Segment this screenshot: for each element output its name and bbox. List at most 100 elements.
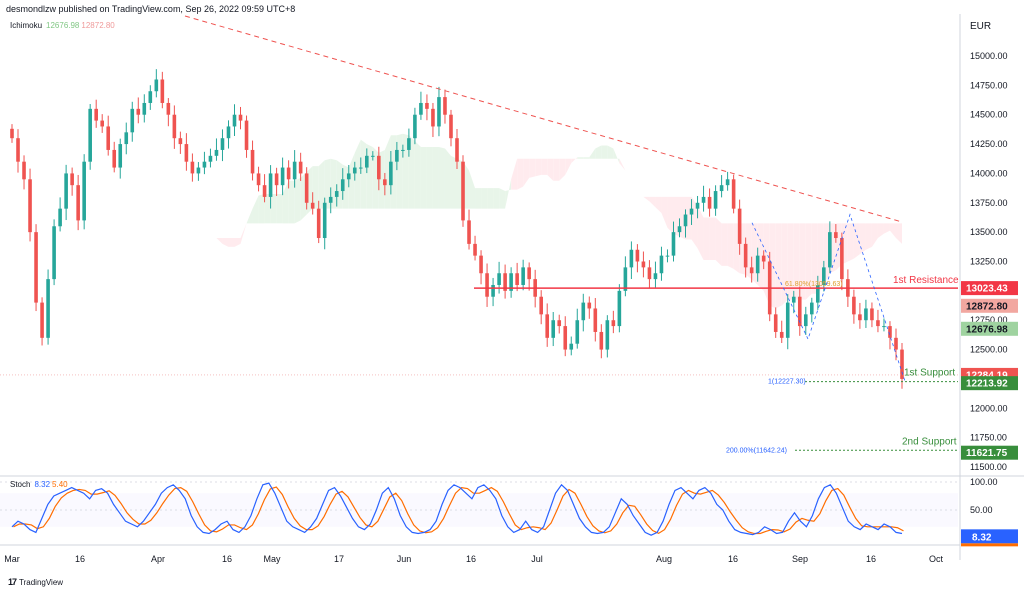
- candle-body: [545, 314, 550, 338]
- ichimoku-cloud-segment: [757, 223, 764, 291]
- ichimoku-cloud-segment: [240, 223, 247, 244]
- ichimoku-cloud-segment: [408, 135, 415, 209]
- y-tick-label: 11750.00: [970, 433, 1007, 443]
- candle-body: [900, 349, 904, 379]
- ichimoku-cloud-segment: [354, 139, 361, 209]
- ichimoku-legend[interactable]: Ichimoku 12676.98 12872.80: [10, 21, 115, 30]
- price-tag: [961, 321, 1018, 336]
- candle-body: [407, 138, 411, 150]
- candle-body: [262, 185, 267, 197]
- tradingview-brand[interactable]: 17 TradingView: [8, 577, 63, 587]
- ichimoku-cloud-segment: [384, 135, 391, 209]
- candle-body: [10, 128, 14, 139]
- candle-body: [587, 302, 592, 309]
- candle-body: [172, 114, 177, 139]
- candle-body: [196, 167, 201, 174]
- ichimoku-cloud-segment: [505, 179, 512, 209]
- ichimoku-cloud-segment: [787, 223, 794, 300]
- price-tag-label: 13023.43: [966, 284, 1008, 295]
- candle-body: [166, 102, 171, 115]
- ichimoku-cloud-segment: [535, 158, 542, 177]
- candle-body: [160, 79, 165, 103]
- stoch-legend[interactable]: Stoch 8.32 5.40: [10, 480, 68, 489]
- support-2-label: 2nd Support: [902, 436, 957, 447]
- ichimoku-cloud-segment: [414, 141, 421, 209]
- candle-body: [443, 97, 447, 115]
- y-tick-label: 12500.00: [970, 345, 1008, 355]
- x-tick-label: Mar: [4, 554, 20, 564]
- ichimoku-cloud-segment: [583, 157, 590, 159]
- candle-body: [539, 296, 543, 315]
- ichimoku-cloud-segment: [270, 193, 277, 224]
- candle-body: [882, 326, 886, 328]
- candle-body: [124, 132, 129, 145]
- candle-body: [515, 273, 519, 285]
- candle-body: [816, 284, 820, 303]
- y-tick-label: 11500.00: [970, 462, 1007, 472]
- candle-body: [358, 167, 363, 169]
- candle-body: [340, 179, 345, 192]
- ichimoku-cloud-segment: [192, 220, 199, 239]
- ichimoku-cloud-segment: [444, 148, 451, 209]
- ichimoku-cloud-segment: [613, 148, 620, 164]
- candle-body: [461, 161, 465, 221]
- candle-body: [274, 173, 279, 186]
- candle-body: [298, 161, 303, 174]
- candle-body: [677, 226, 682, 233]
- ichimoku-cloud-segment: [559, 158, 566, 181]
- candle-body: [671, 232, 676, 256]
- ichimoku-cloud-segment: [865, 223, 872, 250]
- fib-200-label: 200.00%(11642.24): [726, 447, 787, 454]
- ichimoku-cloud-segment: [607, 145, 614, 159]
- candle-body: [401, 149, 405, 151]
- x-tick-label: Oct: [929, 554, 944, 564]
- ichimoku-cloud-segment: [420, 147, 427, 209]
- descending-trendline: [184, 15, 903, 223]
- ichimoku-cloud-segment: [186, 185, 193, 221]
- y-tick-label: 14250.00: [970, 139, 1008, 149]
- ichimoku-cloud-segment: [721, 223, 728, 266]
- candle-body: [328, 196, 333, 203]
- candle-body: [773, 314, 778, 332]
- candle-body: [743, 243, 748, 268]
- candle-body: [130, 108, 135, 133]
- candle-body: [316, 208, 321, 239]
- price-tag: [961, 298, 1018, 313]
- candle-body: [214, 149, 219, 156]
- ichimoku-cloud-segment: [469, 170, 476, 209]
- ichimoku-cloud-segment: [553, 158, 560, 181]
- y-tick-label: 14500.00: [970, 110, 1008, 120]
- candle-body: [377, 155, 381, 180]
- candle-body: [852, 296, 856, 315]
- ichimoku-cloud-segment: [805, 223, 812, 300]
- ichimoku-cloud-segment: [216, 238, 223, 244]
- ichimoku-cloud-segment: [523, 158, 530, 187]
- candle-body: [707, 196, 712, 209]
- candle-body: [292, 161, 297, 180]
- ichimoku-cloud-segment: [475, 188, 482, 209]
- ichimoku-cloud-segment: [252, 195, 259, 224]
- candle-body: [509, 273, 513, 291]
- stoch-d-tag: [961, 543, 1018, 547]
- indicator-name: Ichimoku: [10, 21, 43, 30]
- ichimoku-cloud-segment: [883, 223, 890, 234]
- price-tag-label: 12213.92: [966, 379, 1008, 390]
- stoch-d-value: 5.40: [52, 480, 68, 489]
- ichimoku-cloud-segment: [589, 148, 596, 159]
- candle-body: [689, 208, 694, 215]
- candle-body: [118, 144, 123, 168]
- ichimoku-cloud-segment: [643, 196, 650, 202]
- ichimoku-cloud-segment: [360, 139, 367, 209]
- x-tick-label: Sep: [792, 554, 808, 564]
- ichimoku-cloud-segment: [426, 147, 433, 209]
- y-tick-label: 15000.00: [970, 51, 1008, 61]
- x-tick-label: Jun: [397, 554, 412, 564]
- candle-body: [100, 120, 105, 127]
- candle-body: [232, 114, 237, 127]
- candle-body: [52, 226, 56, 280]
- candle-body: [178, 138, 183, 145]
- candle-body: [593, 308, 598, 332]
- candle-body: [238, 114, 243, 121]
- ichimoku-cloud-segment: [661, 196, 668, 228]
- fib-1-label: 1(12227.30): [768, 379, 806, 386]
